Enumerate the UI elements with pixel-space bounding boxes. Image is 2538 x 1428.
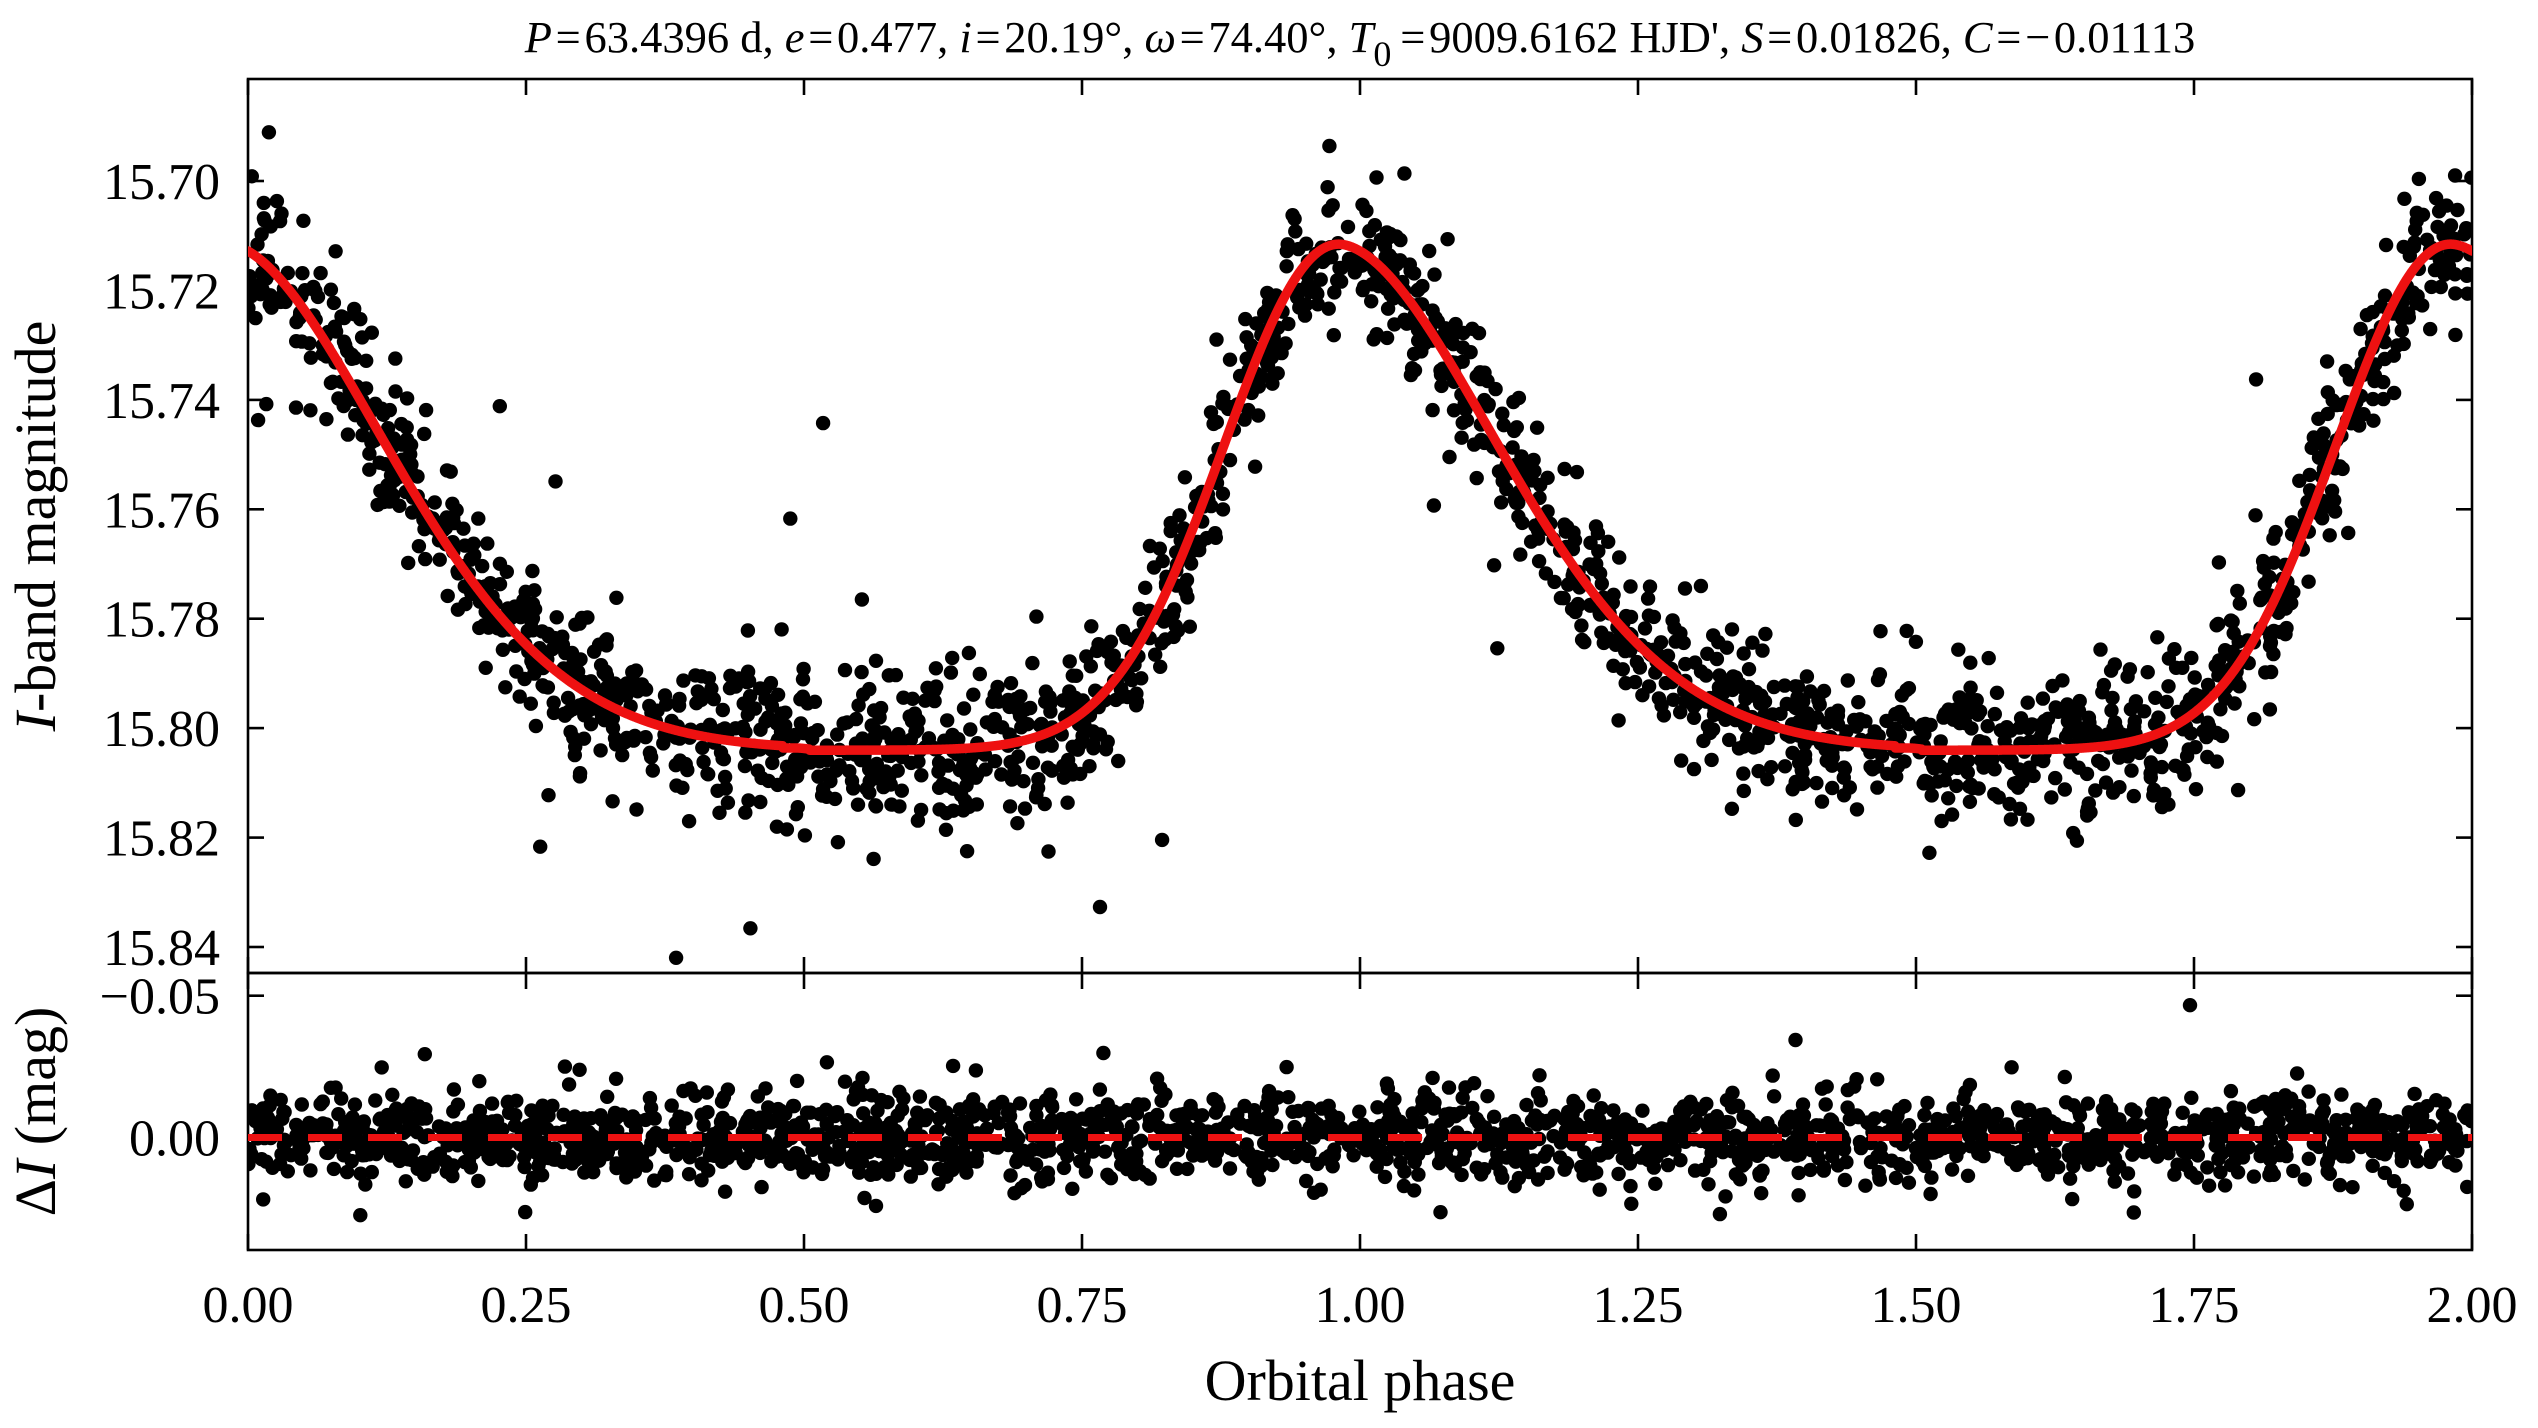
svg-text:15.76: 15.76 (103, 482, 220, 539)
svg-text:1.50: 1.50 (1871, 1277, 1962, 1334)
svg-text:0.00: 0.00 (203, 1277, 294, 1334)
svg-text:I-band magnitude: I-band magnitude (3, 321, 68, 733)
svg-text:0.75: 0.75 (1037, 1277, 1128, 1334)
svg-text:15.74: 15.74 (103, 373, 220, 430)
svg-text:15.78: 15.78 (103, 592, 220, 649)
svg-text:P = 63.4396 d, e = 0.477, i =: P = 63.4396 d, e = 0.477, i = 20.19°, ω … (524, 12, 2195, 74)
svg-text:Orbital phase: Orbital phase (1205, 1348, 1516, 1413)
svg-text:ΔI (mag): ΔI (mag) (3, 1007, 68, 1217)
svg-text:0.00: 0.00 (129, 1111, 220, 1168)
svg-text:15.70: 15.70 (103, 154, 220, 211)
svg-text:1.00: 1.00 (1315, 1277, 1406, 1334)
svg-text:15.72: 15.72 (103, 263, 220, 320)
svg-text:−0.05: −0.05 (100, 969, 220, 1026)
svg-text:0.25: 0.25 (481, 1277, 572, 1334)
svg-text:1.25: 1.25 (1593, 1277, 1684, 1334)
svg-text:15.80: 15.80 (103, 701, 220, 758)
svg-text:0.50: 0.50 (759, 1277, 850, 1334)
svg-text:1.75: 1.75 (2149, 1277, 2240, 1334)
svg-text:15.82: 15.82 (103, 811, 220, 868)
svg-text:2.00: 2.00 (2427, 1277, 2518, 1334)
